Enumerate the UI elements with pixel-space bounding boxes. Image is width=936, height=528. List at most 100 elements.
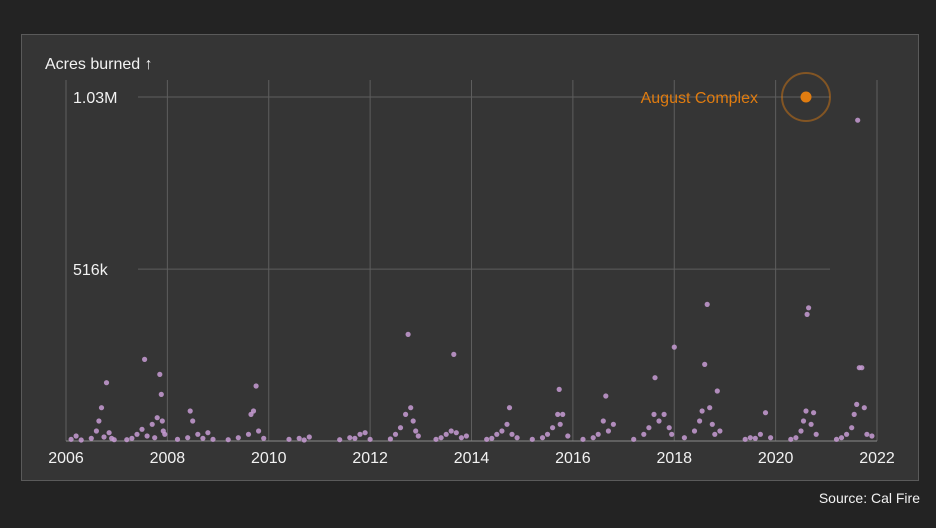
data-point <box>560 411 566 417</box>
data-point <box>453 430 459 436</box>
data-point <box>134 431 140 437</box>
data-point <box>494 431 500 437</box>
data-point <box>78 437 84 443</box>
data-point <box>859 365 865 371</box>
data-point <box>362 430 368 436</box>
data-point <box>595 431 601 437</box>
data-point <box>103 380 110 386</box>
data-point <box>187 408 193 414</box>
data-point <box>205 430 211 436</box>
data-point <box>550 425 556 431</box>
data-point <box>489 435 495 441</box>
data-point <box>93 428 99 434</box>
data-point <box>73 433 79 439</box>
data-point <box>433 436 439 442</box>
data-point <box>590 435 596 441</box>
x-tick-label: 2012 <box>352 450 388 467</box>
data-point <box>306 434 312 440</box>
data-point <box>800 418 807 424</box>
data-point <box>405 331 411 337</box>
data-point <box>387 436 393 442</box>
data-point <box>144 433 150 439</box>
data-point <box>651 411 657 417</box>
data-point <box>833 436 840 442</box>
data-point <box>605 428 612 434</box>
data-point <box>580 436 586 442</box>
data-point <box>803 408 809 414</box>
data-points <box>68 117 875 443</box>
data-point <box>699 408 705 414</box>
data-point <box>158 391 164 397</box>
data-point <box>793 435 799 441</box>
data-point <box>757 431 764 437</box>
data-point <box>190 418 196 424</box>
data-point <box>152 435 158 441</box>
data-point <box>717 428 723 434</box>
data-point <box>702 361 708 367</box>
x-tick-label: 2008 <box>150 450 186 467</box>
grid-lines <box>65 80 878 442</box>
data-point <box>861 405 867 411</box>
data-point <box>539 435 546 441</box>
data-point <box>813 431 819 437</box>
x-tick-label: 2018 <box>656 450 692 467</box>
data-point <box>157 371 163 377</box>
data-point <box>101 434 107 440</box>
x-tick-label: 2014 <box>454 450 490 467</box>
data-point <box>681 435 688 441</box>
data-point <box>443 431 449 437</box>
data-point <box>666 425 672 431</box>
data-point <box>256 428 262 434</box>
data-point <box>403 411 409 417</box>
data-point <box>235 435 241 441</box>
annotation-layer: August Complex <box>641 72 831 122</box>
data-point <box>747 435 753 441</box>
data-point <box>768 435 774 441</box>
x-tick-label: 2022 <box>859 450 895 467</box>
data-point <box>68 436 74 442</box>
data-point <box>357 431 363 437</box>
data-point <box>752 435 758 441</box>
data-point <box>514 435 520 441</box>
data-point <box>707 405 713 411</box>
data-point <box>556 386 562 392</box>
x-tick-label: 2020 <box>758 450 794 467</box>
data-point <box>788 436 794 442</box>
data-point <box>397 425 404 431</box>
data-point <box>88 435 94 441</box>
data-point <box>855 117 861 123</box>
y-tick-label: 1.03M <box>73 90 117 107</box>
data-point <box>195 431 201 437</box>
data-point <box>762 410 769 416</box>
data-point <box>200 435 206 441</box>
data-point <box>296 435 302 441</box>
data-point <box>301 437 307 443</box>
data-point <box>669 431 675 437</box>
data-point <box>851 411 857 417</box>
data-point <box>849 425 855 431</box>
data-point <box>565 433 571 439</box>
data-point <box>106 430 112 436</box>
data-point <box>139 426 145 432</box>
data-point <box>610 421 617 427</box>
data-point <box>600 418 606 424</box>
data-point <box>838 435 845 441</box>
data-point <box>529 436 535 442</box>
data-point <box>253 383 259 389</box>
data-point <box>96 418 102 424</box>
data-point <box>854 401 860 407</box>
data-point <box>250 408 257 414</box>
data-point <box>111 437 117 443</box>
data-point <box>671 344 677 350</box>
data-point <box>210 436 216 442</box>
data-point <box>811 410 817 416</box>
data-point <box>174 436 181 442</box>
data-point <box>149 421 155 427</box>
data-point <box>661 411 667 417</box>
data-point <box>413 428 419 434</box>
data-point <box>714 388 720 394</box>
data-point <box>631 436 637 442</box>
data-point <box>555 411 561 417</box>
data-point <box>451 351 457 357</box>
